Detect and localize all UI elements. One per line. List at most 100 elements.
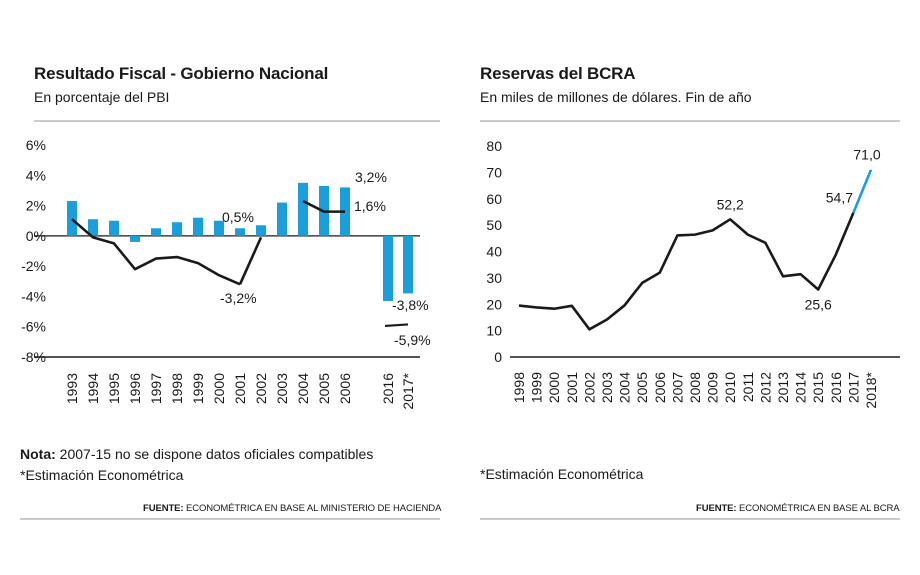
x-tick-label: 1998	[169, 373, 185, 404]
fiscal-estimation-note: *Estimación Econométrica	[20, 467, 184, 483]
bar	[383, 235, 393, 301]
x-tick-label: 1994	[85, 373, 101, 404]
y-tick-label: 6%	[26, 137, 46, 153]
note-text: 2007-15 no se dispone datos oficiales co…	[55, 446, 374, 462]
y-tick-label: 4%	[26, 167, 46, 183]
y-tick-label: 80	[486, 138, 502, 154]
x-tick-label: 2003	[274, 373, 290, 404]
source-text: ECONOMÉTRICA EN BASE AL MINISTERIO DE HA…	[183, 503, 442, 514]
x-tick-label: 2002	[581, 372, 597, 403]
x-tick-label: 1999	[529, 372, 545, 403]
bar	[193, 217, 203, 236]
y-tick-label: 0	[494, 349, 502, 365]
reserves-source: FUENTE: ECONOMÉTRICA EN BASE AL BCRA	[696, 503, 900, 514]
reserves-line	[518, 212, 855, 331]
x-tick-label: 2005	[316, 373, 332, 404]
y-tick-label: 2%	[26, 198, 46, 214]
x-tick-label: 2005	[634, 372, 650, 403]
fiscal-chart: 6%4%2%0%-2%-4%-6%-8%0,5%3,2%1,6%-3,2% -3,…	[20, 120, 440, 520]
x-tick-label: 2007	[669, 372, 685, 403]
x-tick-label: 2018*	[863, 371, 879, 408]
y-tick-label: -8%	[21, 349, 46, 365]
bar	[214, 220, 224, 236]
bar	[88, 219, 98, 236]
deficit-line-2001-2006	[238, 236, 263, 285]
x-tick-label: 1995	[106, 373, 122, 404]
x-tick-label: 1999	[190, 373, 206, 404]
bar	[151, 228, 161, 236]
y-tick-label: 10	[486, 323, 502, 339]
x-tick-label: 2017	[845, 372, 861, 403]
y-tick-label: -2%	[21, 258, 46, 274]
source-label: FUENTE:	[143, 503, 184, 514]
bar	[277, 202, 287, 236]
y-tick-label: 60	[486, 191, 502, 207]
deficit-line-2016-2017	[384, 323, 409, 328]
x-tick-label: 1998	[511, 372, 527, 403]
y-tick-label: 70	[486, 164, 502, 180]
reserves-panel: Reservas del BCRA En miles de millones d…	[460, 0, 920, 575]
x-tick-label: 1997	[148, 373, 164, 404]
x-tick-label: 2013	[775, 372, 791, 403]
bar	[298, 182, 308, 236]
annotation-2006-line: 1,6%	[354, 198, 386, 214]
bar	[172, 222, 182, 236]
annotation-2006-bar: 3,2%	[355, 169, 387, 185]
x-tick-label: 2001	[232, 373, 248, 404]
annotation-2017-line: -5,9%	[394, 332, 431, 348]
fiscal-note: Nota: 2007-15 no se dispone datos oficia…	[20, 446, 373, 462]
source-label: FUENTE:	[696, 503, 737, 514]
annotation-2001-line: -3,2%	[220, 290, 257, 306]
x-tick-label: 2010	[722, 372, 738, 403]
fiscal-chart-subtitle: En porcentaje del PBI	[34, 89, 170, 105]
bar	[130, 235, 140, 242]
source-text: ECONOMÉTRICA EN BASE AL BCRA	[736, 503, 900, 514]
annotation-2017-bar: -3,8%	[392, 297, 429, 313]
annotation-2017: 54,7	[826, 190, 853, 206]
bar	[256, 225, 266, 236]
x-tick-label: 2006	[652, 372, 668, 403]
note-label: Nota:	[20, 446, 56, 462]
y-tick-label: 50	[486, 217, 502, 233]
x-tick-label: 2014	[793, 372, 809, 403]
y-tick-label: -6%	[21, 319, 46, 335]
x-tick-label: 2004	[295, 373, 311, 404]
x-tick-label: 2006	[337, 373, 353, 404]
y-tick-label: 30	[486, 270, 502, 286]
reserves-estimate-segment	[852, 169, 873, 214]
x-tick-label: 2000	[211, 373, 227, 404]
reserves-chart-title: Reservas del BCRA	[480, 64, 636, 83]
annotation-2015: 25,6	[805, 296, 832, 312]
x-tick-label: 1996	[127, 373, 143, 404]
reserves-chart-subtitle: En miles de millones de dólares. Fin de …	[480, 89, 752, 105]
fiscal-source: FUENTE: ECONOMÉTRICA EN BASE AL MINISTER…	[143, 503, 441, 514]
x-tick-label: 2008	[687, 372, 703, 403]
y-tick-label: 40	[486, 244, 502, 260]
x-tick-label: 2015	[810, 372, 826, 403]
x-tick-label: 2004	[617, 372, 633, 403]
reserves-estimation-note: *Estimación Econométrica	[480, 466, 644, 482]
x-tick-label: 2011	[740, 372, 756, 402]
fiscal-panel: Resultado Fiscal - Gobierno Nacional En …	[20, 64, 441, 520]
bar	[403, 235, 413, 294]
annotation-2018: 71,0	[853, 147, 880, 163]
y-tick-label: -4%	[21, 288, 46, 304]
bar	[67, 201, 77, 236]
x-tick-label: 2017*	[400, 372, 416, 409]
x-tick-label: 2000	[546, 372, 562, 403]
x-tick-label: 2001	[564, 372, 580, 403]
annotation-2010: 52,2	[717, 196, 744, 212]
x-tick-label: 2009	[705, 372, 721, 403]
bar	[235, 228, 245, 236]
annotation-2001-bar: 0,5%	[222, 209, 254, 225]
fiscal-chart-title: Resultado Fiscal - Gobierno Nacional	[34, 64, 329, 83]
x-tick-label: 2016	[828, 372, 844, 403]
x-tick-label: 2003	[599, 372, 615, 403]
bar	[109, 220, 119, 236]
x-tick-label: 2012	[757, 372, 773, 403]
x-tick-label: 2016	[380, 373, 396, 404]
deficit-line-1993-2001	[71, 218, 241, 286]
y-tick-label: 20	[486, 296, 502, 312]
x-tick-label: 1993	[64, 373, 80, 404]
